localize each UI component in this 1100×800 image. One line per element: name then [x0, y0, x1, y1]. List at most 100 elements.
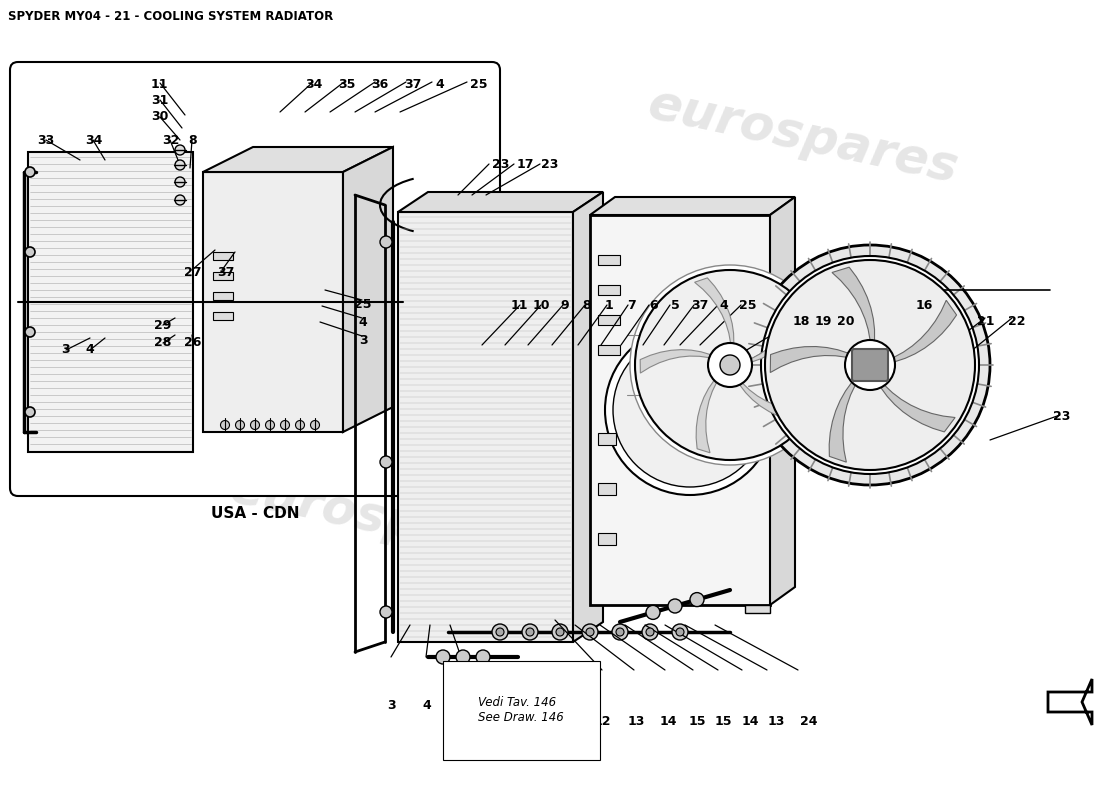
Circle shape: [720, 355, 740, 375]
Bar: [213, 272, 233, 280]
Polygon shape: [590, 197, 795, 215]
Circle shape: [791, 391, 799, 399]
Polygon shape: [832, 267, 875, 341]
Text: 11: 11: [151, 78, 168, 90]
Text: 28: 28: [154, 336, 172, 349]
Text: 4: 4: [436, 78, 444, 90]
Polygon shape: [694, 278, 734, 343]
Text: 32: 32: [162, 134, 179, 146]
Circle shape: [791, 331, 799, 339]
Text: 36: 36: [371, 78, 388, 90]
Circle shape: [175, 145, 185, 155]
Polygon shape: [640, 350, 711, 373]
Text: 17: 17: [517, 158, 535, 170]
Circle shape: [605, 325, 775, 495]
Bar: [213, 292, 233, 300]
Circle shape: [492, 624, 508, 640]
Text: 15: 15: [715, 715, 733, 728]
Text: 33: 33: [37, 134, 55, 146]
Circle shape: [251, 421, 260, 430]
Text: 10: 10: [532, 299, 550, 312]
Circle shape: [496, 628, 504, 636]
Circle shape: [175, 195, 185, 205]
Text: 8: 8: [188, 134, 197, 146]
Text: eurospares: eurospares: [644, 80, 962, 192]
Text: 23: 23: [492, 158, 509, 170]
Circle shape: [379, 236, 392, 248]
Polygon shape: [829, 382, 855, 462]
Polygon shape: [745, 605, 770, 613]
Bar: [598, 483, 616, 495]
Polygon shape: [894, 300, 957, 362]
Text: 1: 1: [605, 299, 614, 312]
Circle shape: [672, 624, 688, 640]
Text: 3: 3: [387, 699, 396, 712]
Text: 23: 23: [1053, 410, 1070, 422]
Text: 13: 13: [627, 715, 645, 728]
Circle shape: [436, 650, 450, 664]
Circle shape: [280, 421, 289, 430]
Bar: [598, 255, 620, 265]
Circle shape: [857, 352, 883, 378]
Circle shape: [676, 628, 684, 636]
Text: 15: 15: [689, 715, 706, 728]
Circle shape: [25, 167, 35, 177]
Bar: [590, 215, 770, 605]
Text: 19: 19: [814, 315, 832, 328]
Polygon shape: [696, 380, 716, 453]
Text: 14: 14: [660, 715, 678, 728]
Text: 16: 16: [915, 299, 933, 312]
Text: 4: 4: [359, 316, 367, 329]
Circle shape: [25, 247, 35, 257]
Circle shape: [556, 628, 564, 636]
Text: 9: 9: [560, 299, 569, 312]
Polygon shape: [343, 147, 393, 432]
Text: 34: 34: [305, 78, 322, 90]
Text: 25: 25: [354, 298, 372, 310]
Bar: [598, 285, 620, 295]
Polygon shape: [770, 346, 848, 373]
Text: 29: 29: [154, 319, 172, 332]
Text: 20: 20: [837, 315, 855, 328]
Circle shape: [761, 256, 979, 474]
Text: 27: 27: [184, 266, 201, 278]
Text: 34: 34: [85, 134, 102, 146]
Text: eurospares: eurospares: [226, 464, 544, 576]
Text: Vedi Tav. 146
See Draw. 146: Vedi Tav. 146 See Draw. 146: [478, 696, 564, 725]
Polygon shape: [739, 383, 807, 422]
Text: 14: 14: [741, 715, 759, 728]
Text: 8: 8: [582, 299, 591, 312]
Text: 7: 7: [627, 299, 636, 312]
FancyBboxPatch shape: [10, 62, 500, 496]
Circle shape: [220, 421, 230, 430]
Circle shape: [476, 650, 490, 664]
Text: 26: 26: [184, 336, 201, 349]
Text: 30: 30: [151, 110, 168, 122]
Circle shape: [613, 333, 767, 487]
FancyBboxPatch shape: [852, 349, 888, 381]
Text: 23: 23: [541, 158, 559, 170]
Bar: [598, 315, 620, 325]
Circle shape: [646, 606, 660, 619]
Circle shape: [630, 265, 830, 465]
Polygon shape: [398, 192, 603, 212]
Text: 25: 25: [739, 299, 757, 312]
Circle shape: [642, 624, 658, 640]
Text: 13: 13: [768, 715, 785, 728]
Text: 25: 25: [470, 78, 487, 90]
Circle shape: [708, 343, 752, 387]
Circle shape: [845, 340, 895, 390]
Circle shape: [379, 456, 392, 468]
Text: 3: 3: [359, 334, 367, 347]
Text: 6: 6: [649, 299, 658, 312]
Circle shape: [379, 606, 392, 618]
Text: 21: 21: [977, 315, 994, 328]
Bar: [213, 312, 233, 320]
Circle shape: [175, 177, 185, 187]
Polygon shape: [573, 192, 603, 642]
Text: 24: 24: [800, 715, 817, 728]
Circle shape: [25, 407, 35, 417]
Circle shape: [175, 160, 185, 170]
Text: 37: 37: [217, 266, 234, 278]
Circle shape: [750, 245, 990, 485]
